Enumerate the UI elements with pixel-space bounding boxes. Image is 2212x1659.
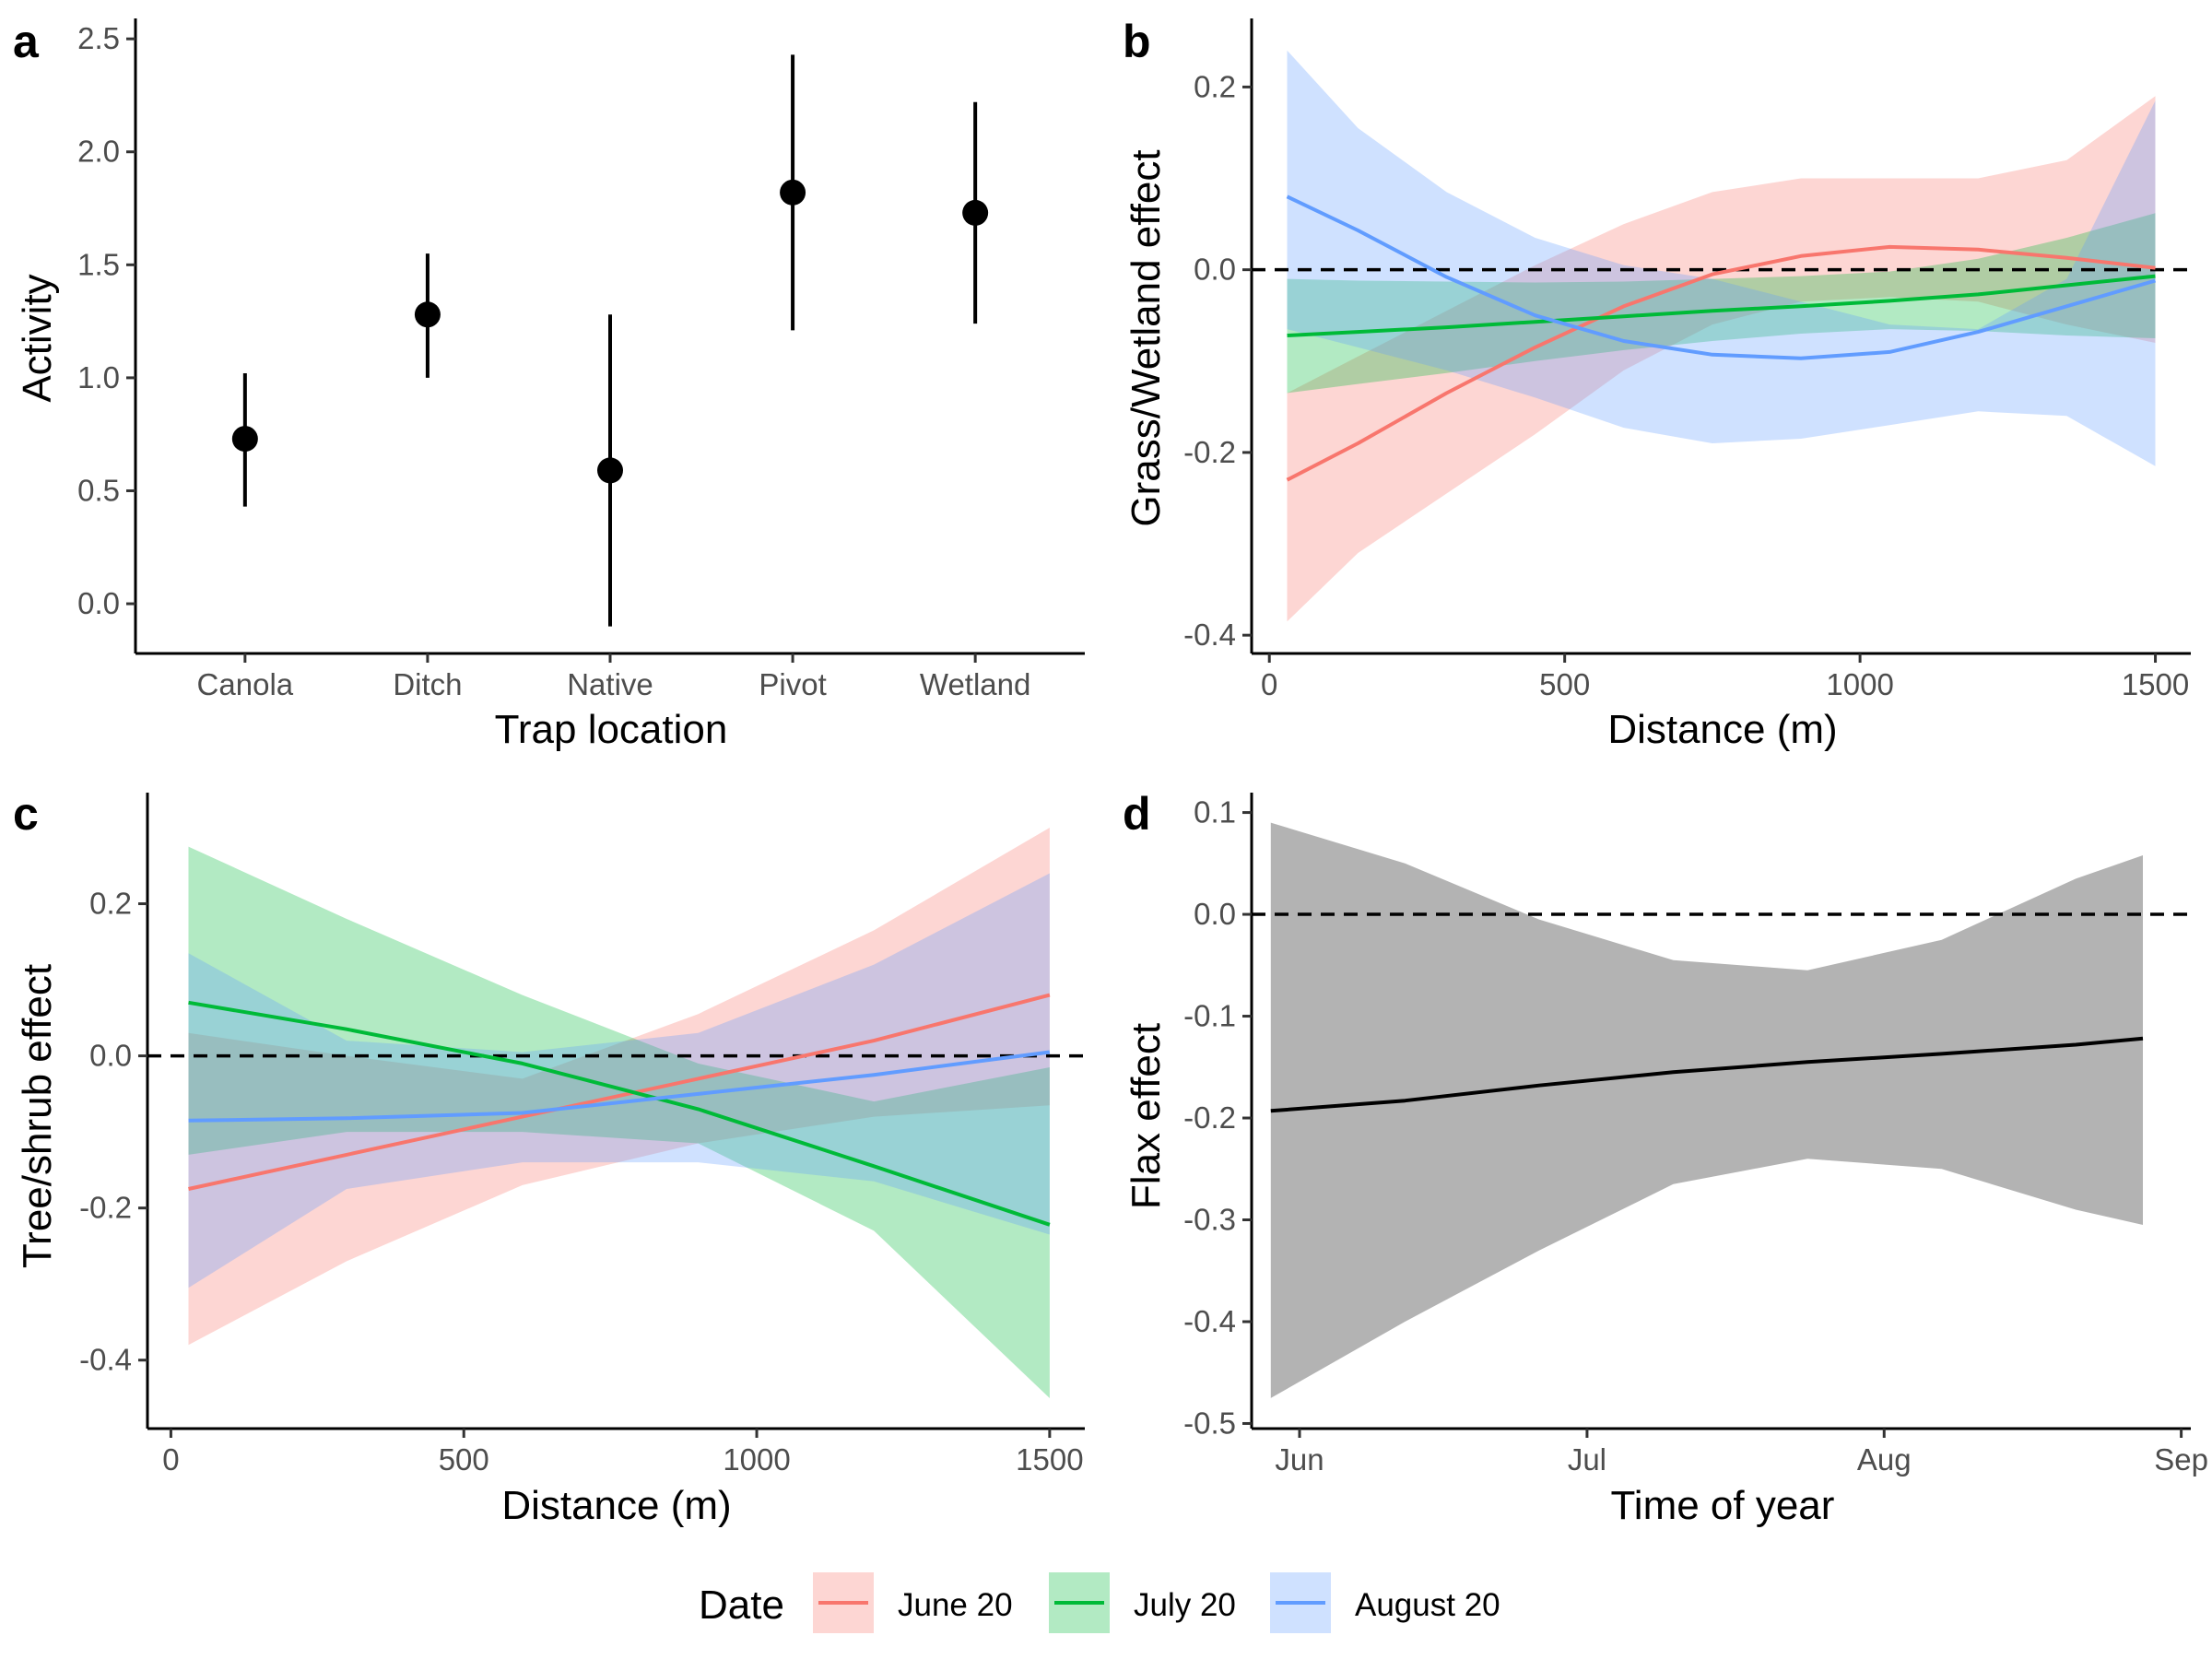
panel-a-point-ditch	[414, 301, 441, 328]
panel-a-y-tick-label: 0.5	[77, 473, 120, 507]
legend-item-june: June 20	[813, 1572, 1013, 1633]
legend-label-june: June 20	[898, 1587, 1013, 1623]
panel-c-ribbon-june	[188, 828, 1050, 1346]
panel-c-ribbon-august	[188, 873, 1050, 1288]
panel-d-ylabel: Flax effect	[1124, 1023, 1169, 1209]
panel-a-x-tick-label: Canola	[197, 667, 294, 701]
panel-b-tag: b	[1123, 16, 1151, 67]
panel-b-y-tick-label: 0.2	[1194, 69, 1236, 103]
panel-b-xlabel: Distance (m)	[1607, 707, 1837, 752]
panel-c-y-tick-label: -0.2	[79, 1191, 132, 1225]
panel-a-point-wetland	[962, 199, 989, 226]
panel-d-y-tick-label: -0.5	[1183, 1406, 1236, 1440]
legend-item-august: August 20	[1270, 1572, 1500, 1633]
panel-a-point-canola	[231, 426, 258, 453]
panel-b-x-tick-label: 1500	[2122, 667, 2189, 701]
panel-c-line-june	[188, 993, 1051, 1191]
panel-b-y-tick-label: -0.2	[1183, 435, 1236, 469]
panel-b-ribbon-july	[1287, 213, 2156, 394]
panel-a-x-tick-label: Ditch	[393, 667, 462, 701]
panel-b-ribbon-june	[1287, 96, 2156, 622]
panel-b-y-tick-label: -0.4	[1183, 618, 1236, 652]
panel-a-x-tick-label: Native	[567, 667, 653, 701]
panel-c-xlabel: Distance (m)	[501, 1483, 731, 1528]
panel-c-tree-shrub-chart: -0.4 -0.2 0.0 0.2 0 500 1000 1500	[79, 793, 1085, 1477]
panel-a-point-native	[597, 457, 623, 484]
panel-d-x-tick-label: Jul	[1568, 1442, 1606, 1477]
legend-label-august: August 20	[1355, 1587, 1500, 1623]
panel-d-flax-chart: -0.5 -0.4 -0.3 -0.2 -0.1 0.0 0.1 Jun Jul Aug Sep	[1183, 793, 2208, 1477]
panel-c-ribbon-july	[188, 846, 1050, 1398]
panel-b-x-tick-label: 0	[1261, 667, 1277, 701]
panel-d-x-tick-label: Sep	[2154, 1442, 2208, 1477]
panel-c-x-tick-label: 0	[162, 1442, 179, 1477]
panel-d-y-tick-label: -0.4	[1183, 1304, 1236, 1338]
panel-d-x-tick-label: Aug	[1857, 1442, 1912, 1477]
panel-a-x-tick-label: Wetland	[920, 667, 1030, 701]
panel-c-tag: c	[13, 788, 39, 840]
panel-c-line-august	[188, 1050, 1051, 1123]
panel-b-x-tick-label: 1000	[1826, 667, 1893, 701]
panel-a-y-tick-label: 0.0	[77, 586, 120, 620]
panel-b-line-july	[1287, 274, 2156, 337]
panel-c-y-tick-label: 0.2	[89, 887, 132, 921]
panel-b-ylabel: Grass/Wetland effect	[1124, 149, 1169, 526]
legend-item-july: July 20	[1049, 1572, 1236, 1633]
panel-d-xlabel: Time of year	[1611, 1483, 1835, 1528]
panel-c-x-tick-label: 500	[439, 1442, 489, 1477]
panel-d-x-tick-label: Jun	[1275, 1442, 1324, 1477]
panel-a-activity-chart: 0.0 0.5 1.0 1.5 2.0 2.5 Canola Ditch Native Pivot…	[77, 18, 1085, 701]
panel-c-y-tick-label: 0.0	[89, 1039, 132, 1073]
legend: Date June 20 July 20 August 20	[699, 1572, 1500, 1633]
panel-d-ribbon-flax	[1270, 822, 2143, 1398]
panel-d-y-tick-label: -0.3	[1183, 1203, 1236, 1237]
panel-b-line-june	[1286, 244, 2156, 482]
panel-a-y-tick-label: 1.0	[77, 360, 120, 394]
panel-a-point-pivot	[780, 179, 806, 206]
panel-c-x-tick-label: 1500	[1016, 1442, 1083, 1477]
panel-a-xlabel: Trap location	[495, 707, 728, 752]
panel-c-x-tick-label: 1000	[723, 1442, 790, 1477]
panel-d-tag: d	[1123, 788, 1151, 840]
panel-a-y-tick-label: 1.5	[77, 247, 120, 281]
panel-c-ylabel: Tree/shrub effect	[15, 964, 60, 1268]
panel-d-line-flax	[1270, 1036, 2144, 1113]
panel-a-y-tick-label: 2.0	[77, 135, 120, 169]
legend-title: Date	[699, 1583, 784, 1628]
panel-d-y-tick-label: 0.1	[1194, 795, 1236, 830]
panel-c-line-july	[188, 1000, 1051, 1227]
panel-d-y-tick-label: -0.2	[1183, 1100, 1236, 1135]
panel-c-y-tick-label: -0.4	[79, 1343, 132, 1377]
legend-label-july: July 20	[1134, 1587, 1236, 1623]
panel-b-x-tick-label: 500	[1539, 667, 1590, 701]
panel-a-tag: a	[13, 16, 40, 67]
panel-d-y-tick-label: 0.0	[1194, 897, 1236, 931]
panel-b-line-august	[1286, 194, 2157, 360]
panel-d-y-tick-label: -0.1	[1183, 999, 1236, 1033]
panel-b-grass-wetland-chart: -0.4 -0.2 0.0 0.2 0 500 1000 1500	[1183, 18, 2191, 701]
panel-a-ylabel: Activity	[15, 274, 60, 402]
panel-b-y-tick-label: 0.0	[1194, 253, 1236, 287]
panel-a-x-tick-label: Pivot	[759, 667, 826, 701]
panel-a-y-tick-label: 2.5	[77, 21, 120, 55]
